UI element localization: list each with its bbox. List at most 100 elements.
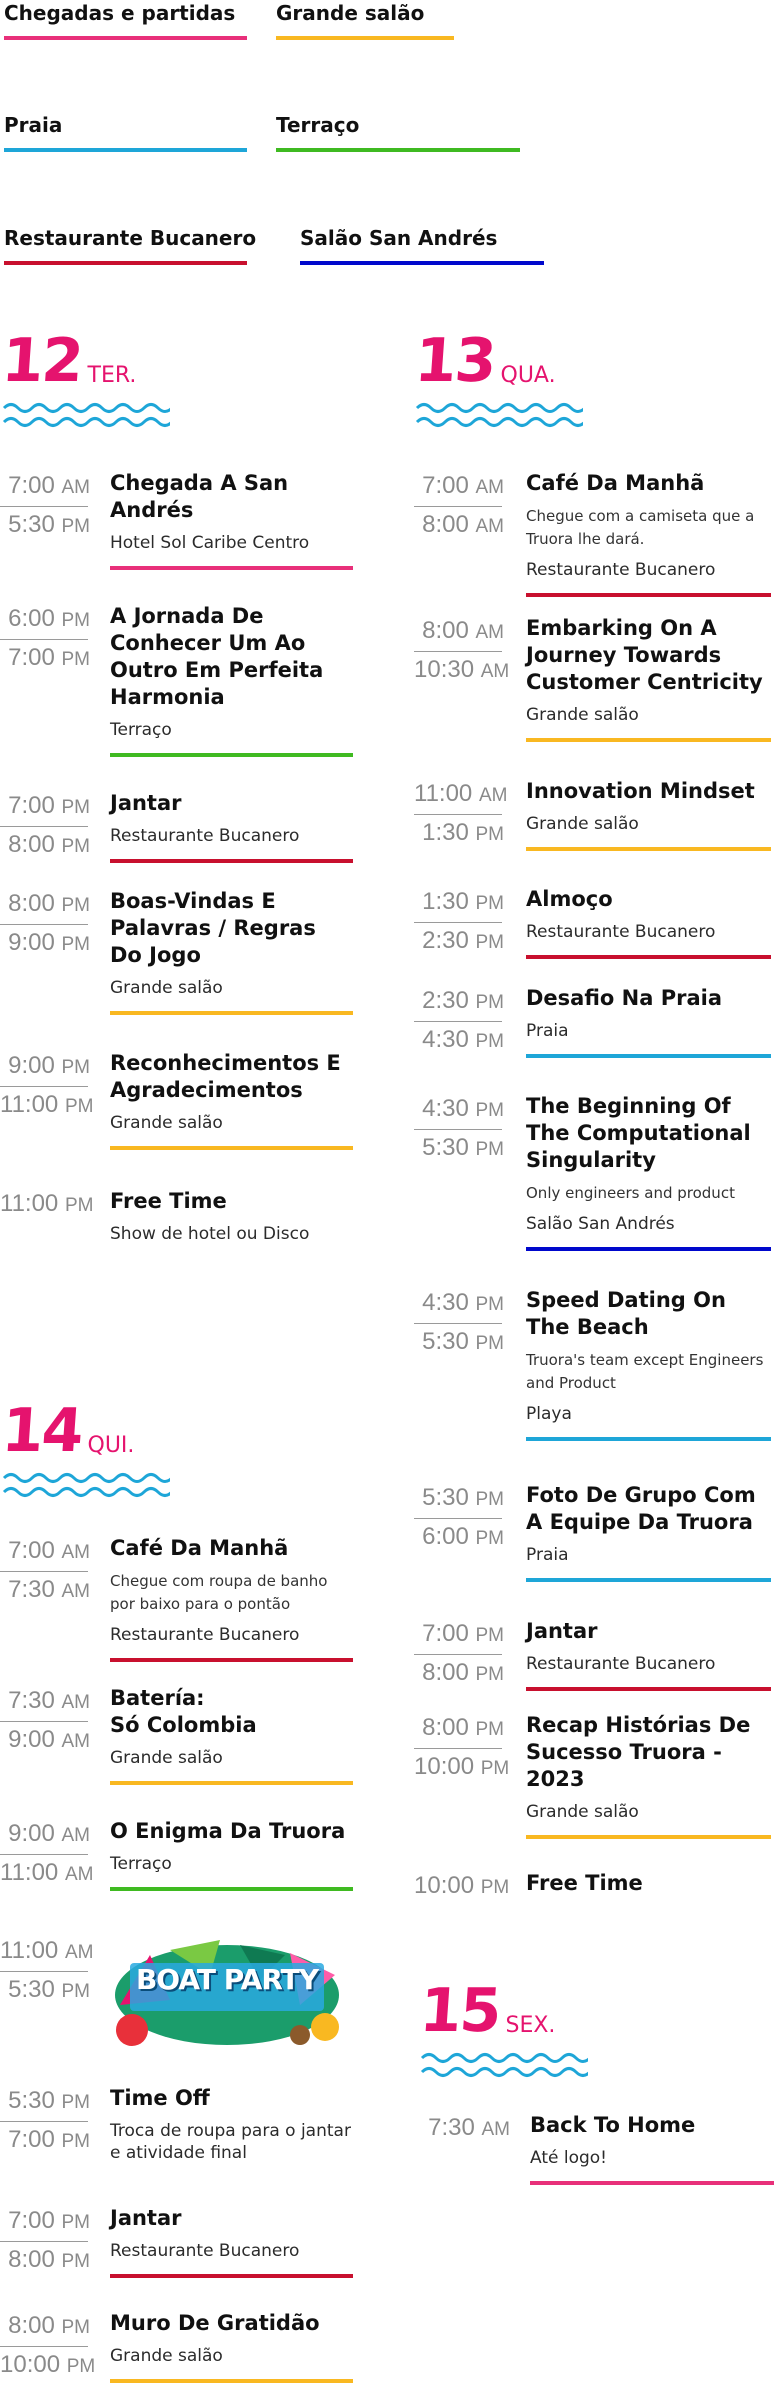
end-ampm: PM bbox=[61, 516, 91, 537]
event-content: Café Da Manhã Chegue com a camiseta que a… bbox=[526, 470, 771, 597]
event-location: Salão San Andrés bbox=[526, 1214, 675, 1234]
end-ampm: PM bbox=[475, 932, 505, 953]
event-description: Chegue com roupa de banho por baixo para… bbox=[110, 1572, 328, 1613]
event-times: 9:00 PM 11:00 PM bbox=[0, 1050, 93, 1123]
end-ampm: PM bbox=[61, 649, 91, 670]
end-time: 5:30 PM bbox=[414, 1326, 504, 1360]
start-time-value: 7:00 bbox=[8, 1537, 55, 1564]
event-color-bar bbox=[110, 1011, 353, 1015]
legend-line bbox=[4, 148, 247, 152]
time-divider bbox=[0, 826, 88, 827]
event-content: O Enigma Da Truora Terraço bbox=[110, 1818, 353, 1891]
start-time: 9:00 PM bbox=[0, 1050, 90, 1084]
start-ampm: PM bbox=[475, 1625, 505, 1646]
event-color-bar bbox=[526, 738, 771, 742]
end-ampm: AM bbox=[61, 1581, 91, 1602]
start-ampm: AM bbox=[64, 1942, 94, 1963]
wave-icon bbox=[420, 2053, 588, 2077]
event-times: 7:00 PM 8:00 PM bbox=[0, 790, 90, 863]
event-content: Jantar Restaurante Bucanero bbox=[526, 1618, 771, 1691]
time-divider bbox=[414, 651, 502, 652]
legend-line bbox=[300, 261, 544, 265]
start-time: 7:30 AM bbox=[420, 2112, 510, 2146]
event-content: Innovation Mindset Grande salão bbox=[526, 778, 771, 851]
event-times: 5:30 PM 6:00 PM bbox=[414, 1482, 504, 1555]
end-time-value: 8:00 bbox=[8, 2246, 55, 2273]
event-location: Praia bbox=[526, 1545, 569, 1565]
end-time: 10:30 AM bbox=[414, 654, 509, 688]
event-times: 7:00 AM 8:00 AM bbox=[414, 470, 504, 543]
start-ampm: PM bbox=[64, 1195, 94, 1216]
time-divider bbox=[0, 1571, 88, 1572]
event-times: 7:00 AM 7:30 AM bbox=[0, 1535, 90, 1608]
event-color-bar bbox=[530, 2181, 774, 2185]
end-ampm: AM bbox=[61, 1731, 91, 1752]
time-divider bbox=[0, 2346, 88, 2347]
end-time: 1:30 PM bbox=[414, 817, 504, 851]
end-time-value: 6:00 bbox=[422, 1523, 469, 1550]
event-content: Speed Dating On The Beach Truora's team e… bbox=[526, 1287, 771, 1441]
legend-line bbox=[276, 148, 520, 152]
legend-label: Salão San Andrés bbox=[300, 226, 498, 250]
end-ampm: PM bbox=[475, 1031, 505, 1052]
end-time-value: 9:00 bbox=[8, 929, 55, 956]
day-number: 14 bbox=[0, 1396, 84, 1466]
event-location: Grande salão bbox=[110, 1748, 223, 1768]
event-title: Speed Dating On The Beach bbox=[526, 1288, 726, 1339]
start-time-value: 8:00 bbox=[422, 1714, 469, 1741]
event-location: Show de hotel ou Disco bbox=[110, 1224, 310, 1244]
end-ampm: PM bbox=[475, 1664, 505, 1685]
event-times: 6:00 PM 7:00 PM bbox=[0, 603, 90, 676]
end-time-value: 1:30 bbox=[422, 819, 469, 846]
legend-item-grande-salao: Grande salão bbox=[276, 0, 476, 42]
start-time-value: 7:00 bbox=[8, 2207, 55, 2234]
end-time-value: 9:00 bbox=[8, 1726, 55, 1753]
start-time-value: 7:00 bbox=[422, 1620, 469, 1647]
end-time-value: 10:00 bbox=[414, 1753, 475, 1780]
event-location: Restaurante Bucanero bbox=[110, 1625, 300, 1645]
event-title: Time Off bbox=[110, 2086, 210, 2110]
event-title: Desafio Na Praia bbox=[526, 986, 722, 1010]
event-content: Time Off Troca de roupa para o jantar e a… bbox=[110, 2085, 353, 2164]
end-time-value: 5:30 bbox=[8, 1976, 55, 2003]
event-title: Reconhecimentos E Agradecimentos bbox=[110, 1051, 341, 1102]
end-time: 2:30 PM bbox=[414, 925, 504, 959]
start-time: 10:00 PM bbox=[414, 1870, 509, 1904]
start-time-value: 5:30 bbox=[422, 1484, 469, 1511]
end-time-value: 7:30 bbox=[8, 1576, 55, 1603]
time-divider bbox=[414, 1748, 502, 1749]
event-content: Back To Home Até logo! bbox=[530, 2112, 774, 2185]
end-time: 5:30 PM bbox=[0, 509, 90, 543]
start-time-value: 8:00 bbox=[8, 2312, 55, 2339]
start-time-value: 4:30 bbox=[422, 1289, 469, 1316]
event-color-bar bbox=[110, 566, 353, 570]
event-title: Café Da Manhã bbox=[110, 1536, 289, 1560]
start-ampm: PM bbox=[61, 1057, 91, 1078]
start-time: 7:00 AM bbox=[0, 1535, 90, 1569]
time-divider bbox=[414, 1129, 502, 1130]
end-time-value: 2:30 bbox=[422, 927, 469, 954]
event-times: 8:00 PM 9:00 PM bbox=[0, 888, 90, 961]
event-times: 7:30 AM bbox=[420, 2112, 510, 2146]
start-time: 7:00 PM bbox=[0, 2205, 90, 2239]
start-time-value: 11:00 bbox=[414, 780, 473, 807]
event-title: Jantar bbox=[526, 1619, 598, 1643]
start-time: 11:00 AM bbox=[0, 1935, 93, 1969]
end-ampm: PM bbox=[66, 2356, 96, 2377]
event-color-bar bbox=[110, 1146, 353, 1150]
event-title: A Jornada De Conhecer Um Ao Outro Em Per… bbox=[110, 604, 324, 709]
end-time: 10:00 PM bbox=[0, 2349, 95, 2383]
event-description: Only engineers and product bbox=[526, 1184, 735, 1202]
legend-label: Restaurante Bucanero bbox=[4, 226, 257, 250]
boat-party-illustration bbox=[110, 1935, 344, 2053]
end-ampm: AM bbox=[480, 661, 510, 682]
event-location: Hotel Sol Caribe Centro bbox=[110, 533, 310, 553]
legend-item-praia: Praia bbox=[4, 112, 250, 154]
event-title: Jantar bbox=[110, 2206, 182, 2230]
end-time: 8:00 AM bbox=[414, 509, 504, 543]
end-time: 11:00 PM bbox=[0, 1089, 93, 1123]
start-time-value: 7:00 bbox=[8, 792, 55, 819]
event-title: Batería: Só Colombia bbox=[110, 1686, 257, 1737]
event-content: Free Time bbox=[526, 1870, 771, 1897]
event-times: 4:30 PM 5:30 PM bbox=[414, 1287, 504, 1360]
